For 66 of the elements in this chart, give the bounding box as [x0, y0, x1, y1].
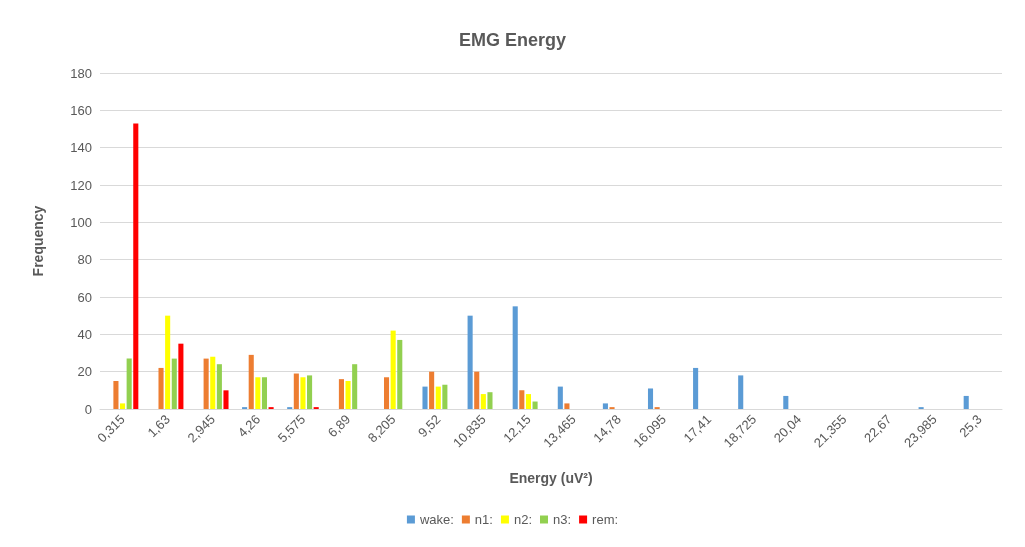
chart-title: EMG Energy [458, 30, 567, 50]
bar [210, 356, 216, 409]
bar [738, 375, 744, 409]
y-tick-label: 40 [77, 326, 92, 342]
y-tick-label: 100 [70, 214, 92, 230]
legend-label: wake: [418, 512, 454, 527]
x-tick-label: 4,26 [234, 411, 264, 441]
bar [783, 395, 789, 409]
bar [693, 367, 699, 409]
bar [532, 401, 538, 409]
bar [133, 123, 139, 409]
legend-label: rem: [592, 512, 619, 527]
bar [474, 371, 480, 409]
legend-label: n1: [474, 512, 493, 527]
bar [165, 315, 171, 409]
bar [467, 315, 473, 409]
y-tick-label: 80 [77, 252, 92, 268]
bar [429, 371, 435, 409]
bar [963, 395, 969, 409]
bar [512, 306, 518, 409]
bar [564, 403, 570, 409]
bar [248, 354, 254, 409]
y-tick-label: 60 [77, 289, 92, 305]
bar [178, 343, 184, 409]
bar [171, 358, 177, 409]
bar [397, 339, 403, 409]
y-tick-label: 160 [70, 102, 92, 118]
y-tick-label: 20 [77, 364, 92, 380]
x-tick-label: 1,63 [144, 411, 173, 441]
bar [352, 364, 358, 409]
bar [158, 367, 164, 409]
y-tick-label: 180 [70, 65, 92, 81]
bar [383, 377, 390, 409]
legend-label: n2: [513, 512, 533, 527]
bar [435, 386, 441, 409]
bar [525, 394, 531, 409]
bar [422, 386, 428, 409]
y-tick-label: 140 [70, 140, 92, 156]
bar [216, 364, 222, 409]
bar [338, 379, 344, 409]
bar [390, 330, 396, 409]
y-tick-label: 120 [70, 177, 92, 193]
bar [255, 377, 261, 409]
bar [557, 386, 563, 409]
bar [487, 392, 493, 409]
bar [223, 390, 229, 409]
bar [113, 381, 119, 409]
bar [442, 384, 448, 409]
x-tick-label: 9,52 [415, 411, 444, 441]
legend-label: n3: [553, 512, 572, 527]
bar [126, 358, 132, 409]
bar [602, 403, 608, 409]
bar [300, 377, 306, 409]
y-tick-label: 0 [84, 401, 92, 417]
bar [261, 377, 268, 409]
bar [293, 373, 299, 409]
bar [345, 381, 351, 409]
y-axis-title: Frequency [30, 205, 46, 277]
bar [647, 388, 654, 409]
bar [307, 375, 313, 409]
bar [120, 403, 126, 409]
bar [203, 358, 209, 409]
x-tick-label: 6,89 [324, 411, 354, 441]
bar [519, 390, 525, 409]
x-axis-title: Energy (uV²) [509, 470, 593, 486]
bar [480, 394, 486, 409]
